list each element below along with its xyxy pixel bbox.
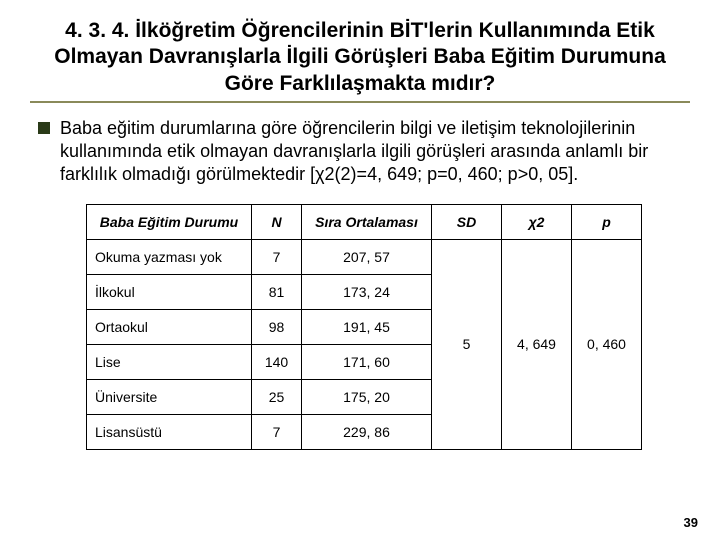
bullet-item: Baba eğitim durumlarına göre öğrencileri… (30, 117, 690, 186)
cell-n: 98 (252, 309, 302, 344)
body-paragraph: Baba eğitim durumlarına göre öğrencileri… (60, 117, 690, 186)
square-bullet-icon (38, 122, 50, 134)
cell-n: 7 (252, 239, 302, 274)
slide-title: 4. 3. 4. İlköğretim Öğrencilerinin BİT'l… (30, 18, 690, 97)
col-header-label: Baba Eğitim Durumu (87, 204, 252, 239)
cell-chi2-merged: 4, 649 (502, 239, 572, 449)
cell-mean: 171, 60 (302, 344, 432, 379)
table-row: Okuma yazması yok 7 207, 57 5 4, 649 0, … (87, 239, 642, 274)
table-header-row: Baba Eğitim Durumu N Sıra Ortalaması SD … (87, 204, 642, 239)
cell-n: 25 (252, 379, 302, 414)
cell-n: 7 (252, 414, 302, 449)
col-header-p: p (572, 204, 642, 239)
cell-label: Üniversite (87, 379, 252, 414)
cell-n: 140 (252, 344, 302, 379)
cell-label: Ortaokul (87, 309, 252, 344)
col-header-mean: Sıra Ortalaması (302, 204, 432, 239)
cell-mean: 191, 45 (302, 309, 432, 344)
cell-label: İlkokul (87, 274, 252, 309)
page-number: 39 (684, 515, 698, 530)
col-header-chi2: χ2 (502, 204, 572, 239)
cell-n: 81 (252, 274, 302, 309)
cell-label: Lise (87, 344, 252, 379)
cell-mean: 175, 20 (302, 379, 432, 414)
col-header-sd: SD (432, 204, 502, 239)
cell-label: Okuma yazması yok (87, 239, 252, 274)
cell-mean: 207, 57 (302, 239, 432, 274)
cell-mean: 229, 86 (302, 414, 432, 449)
col-header-n: N (252, 204, 302, 239)
slide: 4. 3. 4. İlköğretim Öğrencilerinin BİT'l… (0, 0, 720, 540)
table-container: Baba Eğitim Durumu N Sıra Ortalaması SD … (30, 204, 690, 450)
cell-mean: 173, 24 (302, 274, 432, 309)
stats-table: Baba Eğitim Durumu N Sıra Ortalaması SD … (86, 204, 642, 450)
cell-label: Lisansüstü (87, 414, 252, 449)
title-underline (30, 101, 690, 103)
cell-p-merged: 0, 460 (572, 239, 642, 449)
cell-sd-merged: 5 (432, 239, 502, 449)
